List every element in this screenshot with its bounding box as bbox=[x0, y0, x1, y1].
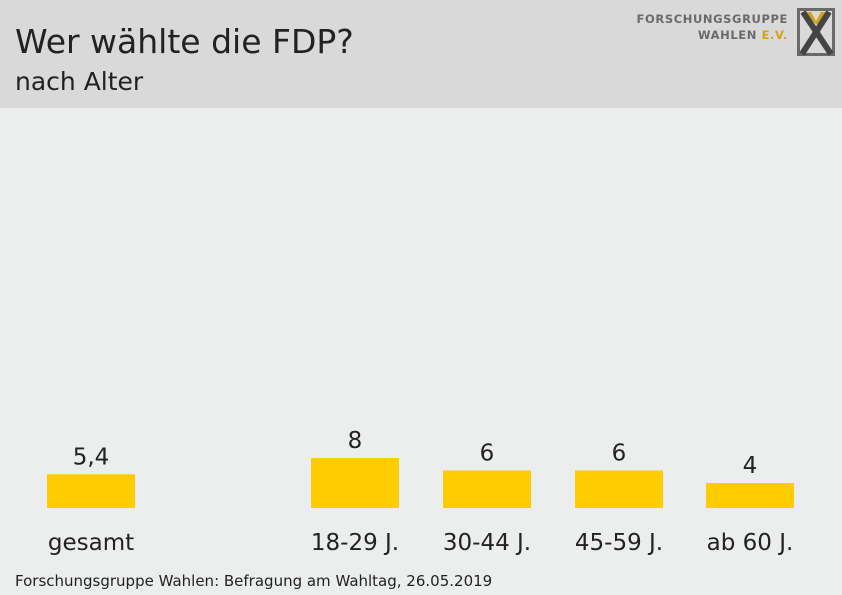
bar-0 bbox=[47, 474, 135, 508]
value-label-3: 6 bbox=[612, 441, 627, 467]
logo-text-ev: E.V. bbox=[761, 28, 788, 42]
value-label-4: 4 bbox=[743, 453, 758, 479]
ballot-x-icon bbox=[797, 8, 835, 56]
bar-1 bbox=[311, 458, 399, 508]
category-label-1: 18-29 J. bbox=[311, 530, 399, 556]
logo-text-line2: WAHLEN E.V. bbox=[698, 28, 788, 42]
page-title: Wer wählte die FDP? bbox=[15, 22, 354, 61]
logo-text-wahlen: WAHLEN bbox=[697, 28, 762, 42]
category-label-0: gesamt bbox=[48, 530, 134, 556]
forschungsgruppe-logo: FORSCHUNGSGRUPPE WAHLEN E.V. bbox=[636, 8, 835, 58]
category-label-2: 30-44 J. bbox=[443, 530, 531, 556]
bar-chart: 5,4 gesamt 8 18-29 J. 6 30-44 J. 6 45-59 J. 4 ab … bbox=[47, 428, 794, 556]
logo-text-line1: FORSCHUNGSGRUPPE bbox=[636, 12, 788, 26]
category-label-4: ab 60 J. bbox=[707, 530, 794, 556]
category-label-3: 45-59 J. bbox=[575, 530, 663, 556]
page-subtitle: nach Alter bbox=[15, 67, 144, 96]
value-label-0: 5,4 bbox=[73, 444, 110, 470]
bar-4 bbox=[706, 483, 794, 508]
value-label-1: 8 bbox=[348, 428, 363, 454]
bar-2 bbox=[443, 470, 531, 508]
header-band: Wer wählte die FDP? nach Alter FORSCHUNG… bbox=[0, 0, 842, 108]
bar-3 bbox=[575, 470, 663, 508]
source-note: Forschungsgruppe Wahlen: Befragung am Wa… bbox=[15, 572, 493, 590]
value-label-2: 6 bbox=[480, 441, 495, 467]
